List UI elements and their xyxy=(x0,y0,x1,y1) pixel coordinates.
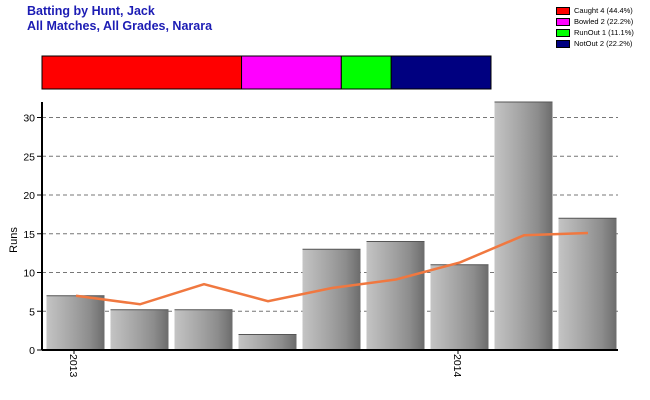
legend-label-bowled: Bowled 2 (22.2%) xyxy=(574,17,634,26)
legend-swatch-caught xyxy=(556,7,570,15)
breakdown-segment-runout xyxy=(340,55,392,90)
bar xyxy=(366,241,425,350)
legend-item-notout: NotOut 2 (22.2%) xyxy=(555,38,647,49)
line-series xyxy=(75,231,589,306)
bar xyxy=(494,102,553,350)
legend-swatch-notout xyxy=(556,40,570,48)
y-tick-label: 25 xyxy=(23,151,35,163)
bar-series xyxy=(46,101,617,350)
legend: Caught 4 (44.4%) Bowled 2 (22.2%) RunOut… xyxy=(555,5,647,49)
legend-label-caught: Caught 4 (44.4%) xyxy=(574,6,633,15)
legend-item-caught: Caught 4 (44.4%) xyxy=(555,5,647,16)
bar xyxy=(302,249,361,350)
y-axis-title: Runs xyxy=(8,227,20,253)
legend-label-notout: NotOut 2 (22.2%) xyxy=(574,39,633,48)
breakdown-segment-bowled xyxy=(241,55,342,90)
chart-title: Batting by Hunt, Jack xyxy=(27,4,155,18)
y-tick-label: 30 xyxy=(23,113,35,125)
y-tick-label: 20 xyxy=(23,190,35,202)
legend-item-runout: RunOut 1 (11.1%) xyxy=(555,27,647,38)
legend-item-bowled: Bowled 2 (22.2%) xyxy=(555,16,647,27)
axes: 0 5 10 15 20 25 30 2013 2014 xyxy=(23,102,618,378)
legend-label-runout: RunOut 1 (11.1%) xyxy=(574,28,634,37)
y-tick-label: 10 xyxy=(23,268,35,280)
average-line xyxy=(75,231,589,306)
dismissal-breakdown-bar xyxy=(41,55,492,90)
bar xyxy=(174,309,233,350)
breakdown-segment-notout xyxy=(390,55,492,90)
bar xyxy=(430,264,489,350)
breakdown-segment-caught xyxy=(41,55,243,90)
bar xyxy=(110,309,169,350)
bar xyxy=(238,334,297,350)
bar xyxy=(558,218,617,350)
y-tick-label: 5 xyxy=(29,306,35,318)
legend-swatch-bowled xyxy=(556,18,570,26)
x-tick-label: 2014 xyxy=(451,354,463,378)
bar xyxy=(46,295,105,350)
y-tick-label: 0 xyxy=(29,345,35,357)
chart-subtitle: All Matches, All Grades, Narara xyxy=(27,19,213,33)
x-tick-label: 2013 xyxy=(67,354,79,378)
y-tick-label: 15 xyxy=(23,229,35,241)
legend-swatch-runout xyxy=(556,29,570,37)
